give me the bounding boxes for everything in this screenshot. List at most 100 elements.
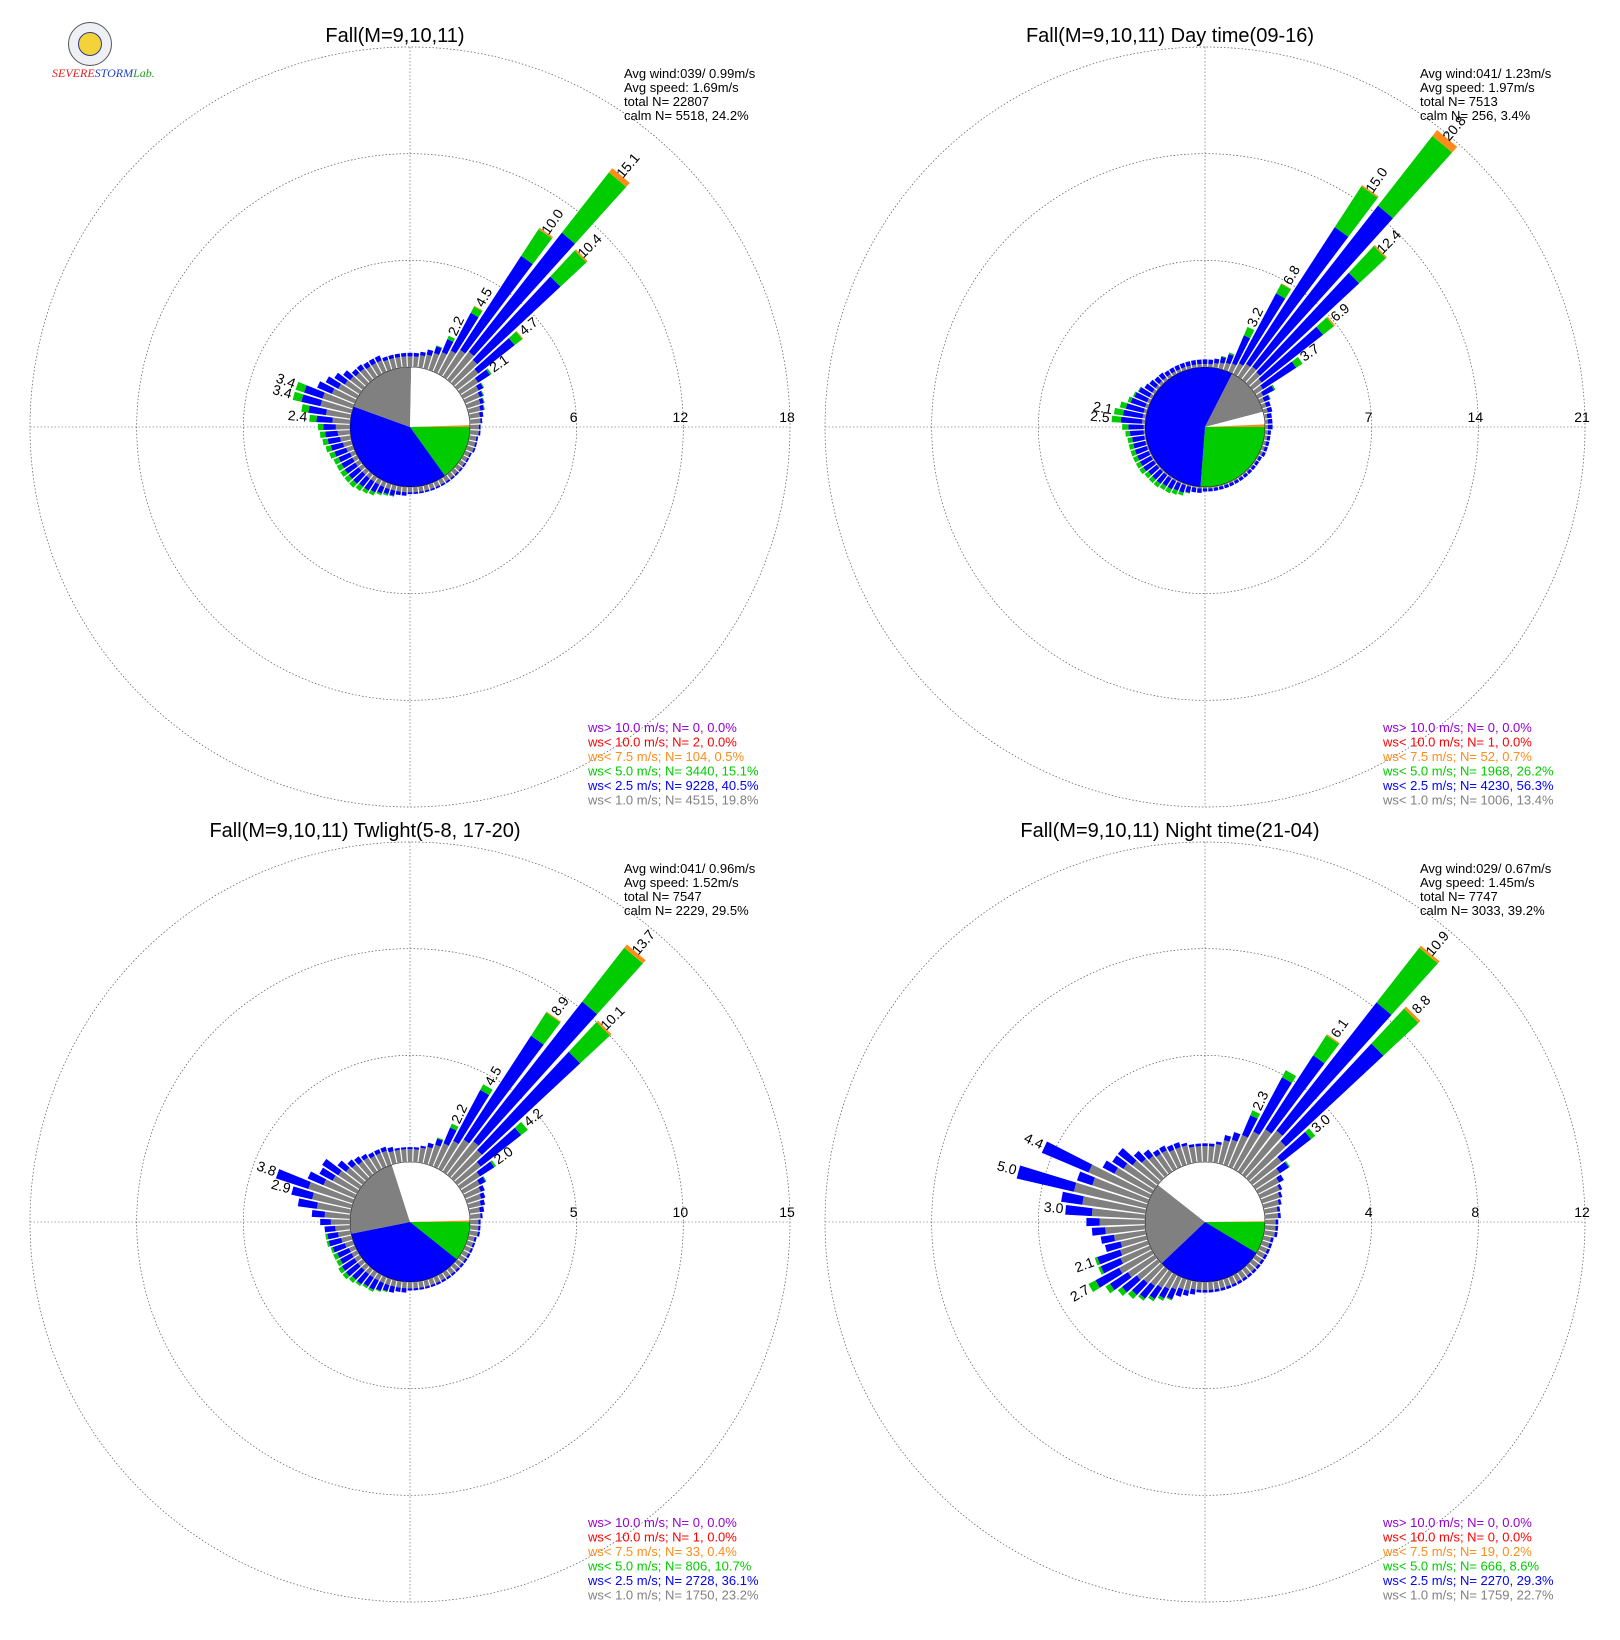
bar-segment-lt2_5: [323, 423, 336, 431]
bar-segment-lt1: [1218, 1140, 1230, 1165]
bar-segment-lt1: [1148, 1155, 1169, 1178]
bar-segment-lt2_5: [1250, 464, 1256, 471]
bar-segment-lt1: [1196, 1281, 1202, 1290]
bar-segment-lt1: [418, 1147, 426, 1164]
bar-segment-lt5: [1159, 483, 1167, 491]
bar-segment-lt1: [454, 463, 462, 471]
bar-segment-lt2_5: [383, 487, 390, 495]
bar-segment-lt2_5: [1256, 272, 1360, 376]
bar-segment-lt2_5: [332, 1243, 347, 1253]
bar-segment-lt1: [1202, 1146, 1208, 1163]
bar-segment-lt1: [457, 378, 479, 395]
windrose-panel-1: 6 12 182.24.510.015.110.44.72.12.43.43.4Fa…: [29, 25, 795, 808]
bar-segment-lt1: [1237, 363, 1251, 380]
bar-segment-lt2_5: [480, 418, 483, 424]
bar-segment-lt1: [1237, 474, 1243, 479]
bar-segment-lt2_5: [354, 1156, 363, 1165]
bar-segment-lt5: [1153, 480, 1161, 488]
bar-segment-lt1: [1208, 1146, 1215, 1163]
bar-segment-lt1: [1091, 1208, 1146, 1219]
bar-segment-lt1: [344, 380, 363, 395]
bar-segment-lt1: [348, 1245, 357, 1253]
bar-segment-lt2_5: [1156, 472, 1168, 484]
bar-segment-lt1: [401, 1149, 407, 1163]
bar-segment-lt2_5: [319, 1167, 336, 1181]
bar-segment-lt5: [514, 1121, 528, 1136]
bar-segment-lt1: [1208, 486, 1213, 489]
bar-segment-lt1: [423, 1146, 433, 1165]
bar-segment-lt2_5: [1143, 460, 1156, 472]
bar-segment-lt2_5: [435, 485, 441, 489]
bar-segment-lt1: [352, 1164, 370, 1182]
bar-segment-lt5: [1130, 449, 1137, 457]
bar-segment-lt1: [1263, 1206, 1278, 1214]
bar-segment-lt2_5: [1185, 361, 1191, 367]
bar-segment-lt1: [379, 1275, 387, 1284]
stat-line: Avg speed: 1.97m/s: [1420, 80, 1535, 95]
grid-ring: [136, 948, 684, 1496]
bar-segment-lt1: [469, 1219, 479, 1225]
bar-segment-lt1: [349, 450, 357, 457]
legend-entry: ws< 7.5 m/s; N= 33, 0.4%: [587, 1544, 737, 1559]
bar-segment-lt2_5: [454, 471, 460, 477]
bar-segment-lt5: [368, 489, 376, 496]
bar-segment-lt2_5: [364, 479, 375, 491]
ring-label: 18: [779, 409, 795, 425]
bar-segment-lt2_5: [1095, 1267, 1123, 1288]
bar-segment-lt1: [450, 467, 458, 475]
bar-segment-lt2_5: [465, 457, 470, 463]
bar-label: 5.0: [996, 1157, 1019, 1178]
bar-segment-lt5: [376, 491, 382, 496]
bar-segment-lt2_5: [1130, 397, 1147, 408]
bar-segment-lt1: [423, 484, 430, 491]
bar-segment-lt1: [337, 430, 351, 436]
bar-segment-lt5: [1221, 355, 1227, 358]
bar-segment-lt2_5: [1231, 1131, 1241, 1142]
bar-segment-lt7_5: [596, 1020, 612, 1036]
bar-segment-lt5: [1276, 283, 1291, 299]
bar-segment-lt1: [1181, 367, 1187, 372]
bar-segment-lt2_5: [1263, 446, 1268, 452]
bar-segment-lt5: [1105, 1283, 1115, 1294]
bar-segment-lt2_5: [474, 369, 491, 383]
pie-slice-lt2_5: [1161, 1222, 1257, 1282]
bar-segment-lt1: [381, 1150, 392, 1167]
bar-segment-lt1: [1197, 486, 1202, 489]
bar-segment-lt1: [1163, 471, 1169, 476]
bar-segment-lt2_5: [463, 1258, 468, 1264]
bar-segment-lt2_5: [1134, 446, 1148, 455]
bar-segment-lt7_5: [474, 305, 483, 312]
bar-segment-lt2_5: [1251, 1268, 1257, 1274]
bar-segment-lt5: [480, 1084, 493, 1096]
bar-segment-lt2_5: [1144, 383, 1155, 393]
bar-segment-lt2_5: [479, 411, 484, 418]
bar-segment-lt1: [357, 1258, 366, 1267]
bar-segment-lt2_5: [1188, 1144, 1195, 1148]
bar-segment-lt1: [1208, 364, 1213, 368]
bar-segment-lt2_5: [458, 467, 463, 472]
bar-label: 3.8: [255, 1158, 279, 1180]
bar-segment-lt1: [1213, 485, 1218, 488]
bar-segment-lt2_5: [1137, 451, 1151, 461]
bar-segment-lt2_5: [1104, 1241, 1123, 1253]
bar-segment-lt1: [1136, 1258, 1161, 1280]
stat-line: total N= 22807: [624, 94, 709, 109]
pie-slice-lt1: [1205, 373, 1264, 427]
ring-label: 8: [1471, 1204, 1479, 1220]
bar-segment-lt1: [463, 392, 480, 404]
bar-segment-lt1: [375, 1153, 387, 1169]
bar-segment-lt2_5: [1179, 362, 1186, 369]
bar-segment-lt5: [1376, 947, 1438, 1015]
bar-segment-lt2_5: [1266, 406, 1273, 413]
bar-segment-lt2_5: [1159, 1145, 1167, 1154]
bar-segment-lt2_5: [389, 489, 396, 496]
bar-segment-lt2_5: [1139, 455, 1153, 467]
bar-segment-lt1: [1233, 363, 1244, 377]
bar-segment-lt1: [1181, 482, 1187, 486]
bar-segment-lt1: [467, 405, 481, 414]
bar-segment-lt2_5: [478, 424, 481, 430]
pie-slice-lt2_5: [350, 406, 446, 487]
bar-segment-lt1: [1208, 1281, 1214, 1290]
legend-entry: ws> 10.0 m/s; N= 0, 0.0%: [1382, 1515, 1532, 1530]
bar-segment-lt1: [1191, 364, 1197, 369]
